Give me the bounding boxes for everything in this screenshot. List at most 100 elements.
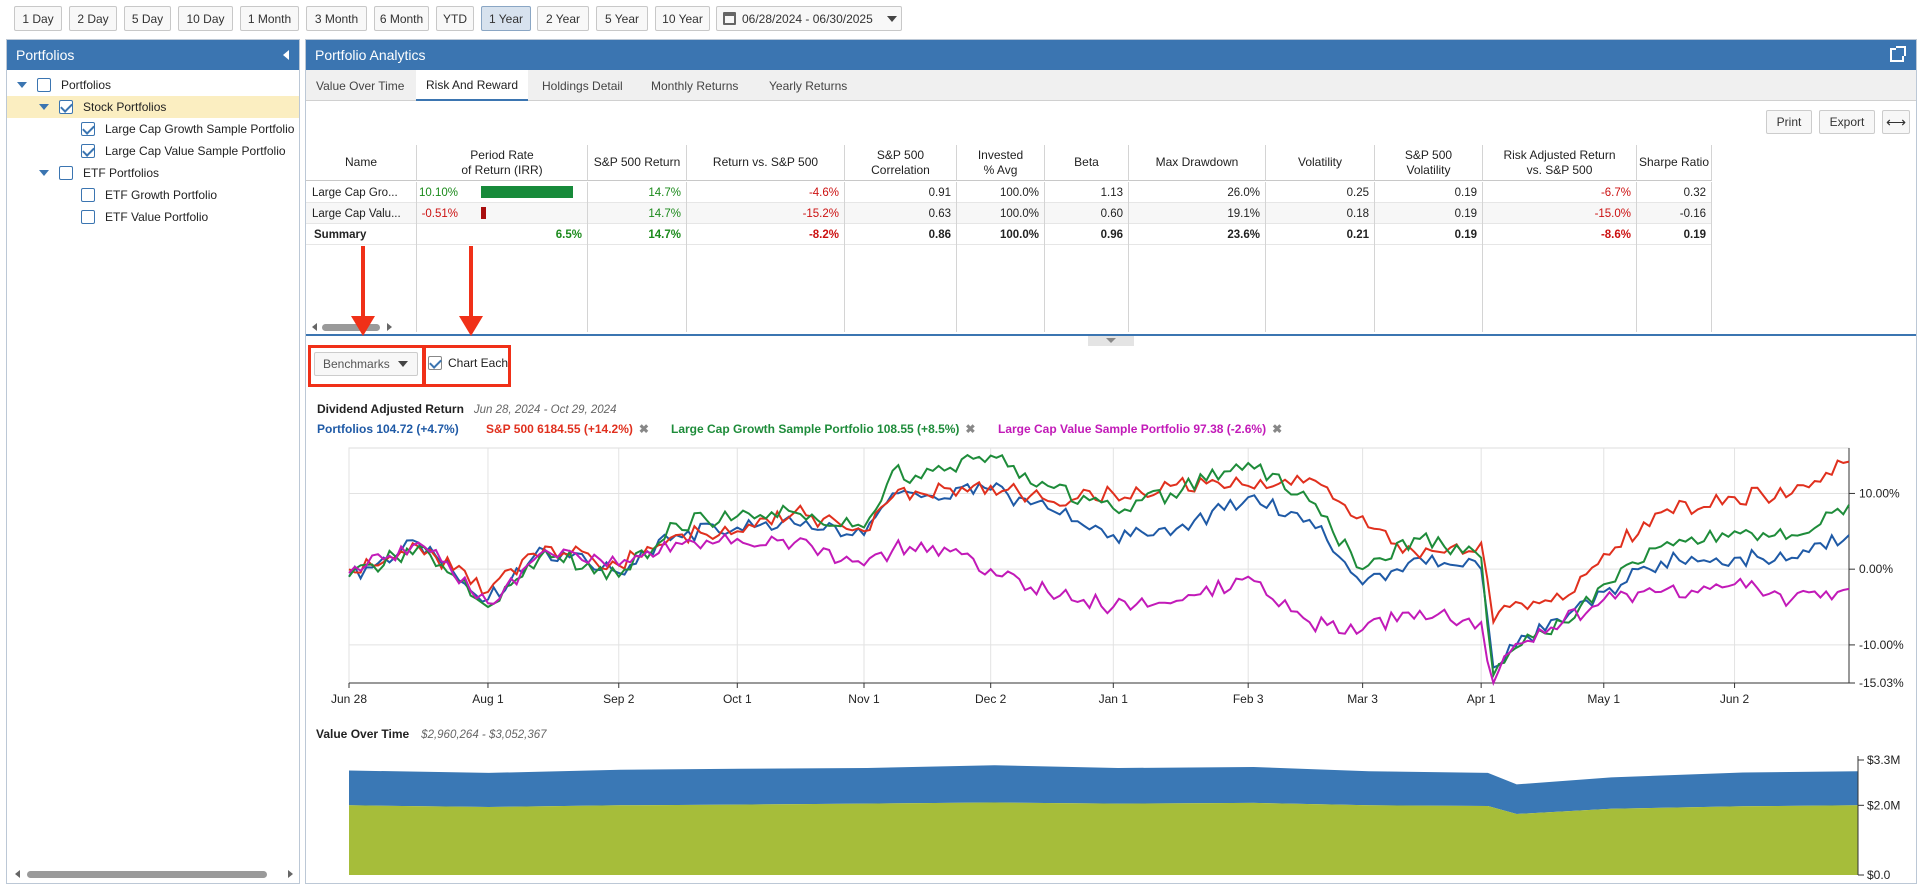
tree-node[interactable]: Stock Portfolios xyxy=(7,96,299,118)
table-row[interactable] xyxy=(306,203,1712,224)
x-tick-label: Oct 1 xyxy=(723,692,752,706)
tree-checkbox[interactable] xyxy=(81,144,95,158)
table-cell-beta: 1.13 xyxy=(1100,186,1123,199)
tree-checkbox[interactable] xyxy=(81,210,95,224)
tree-node[interactable]: ETF Growth Portfolio xyxy=(7,184,299,206)
remove-series-icon[interactable]: ✖ xyxy=(965,422,976,436)
remove-series-icon[interactable]: ✖ xyxy=(638,422,649,436)
column-header-label: Name xyxy=(344,155,377,169)
summary-row[interactable] xyxy=(306,224,1712,245)
expand-toggle-icon[interactable] xyxy=(39,170,49,176)
splitter-handle[interactable] xyxy=(1088,336,1134,346)
table-cell-vs-sp: -4.6% xyxy=(808,186,839,199)
table-cell-irr: 6.5% xyxy=(555,228,582,241)
x-tick-label: Nov 1 xyxy=(848,692,880,706)
return-chart-header: Dividend Adjusted Return Jun 28, 2024 - … xyxy=(317,402,616,416)
column-header[interactable]: Invested % Avg xyxy=(957,145,1045,181)
scroll-thumb[interactable] xyxy=(27,871,267,878)
popout-icon[interactable] xyxy=(1890,46,1906,62)
tree-scrollbar[interactable] xyxy=(15,869,293,879)
tree-checkbox[interactable] xyxy=(81,188,95,202)
range-button[interactable]: 1 Year xyxy=(481,6,531,31)
tree-checkbox[interactable] xyxy=(59,166,73,180)
pane-splitter[interactable] xyxy=(306,334,1916,336)
chart-each-checkbox[interactable] xyxy=(428,356,442,370)
remove-series-icon[interactable]: ✖ xyxy=(1272,422,1283,436)
range-button[interactable]: 10 Day xyxy=(178,6,233,31)
tab-monthly-returns[interactable]: Monthly Returns xyxy=(651,78,739,93)
table-cell-name: Large Cap Gro... xyxy=(312,186,398,199)
export-button[interactable]: Export xyxy=(1819,110,1875,134)
legend-item[interactable]: S&P 500 6184.55 (+14.2%) ✖ xyxy=(486,422,649,436)
column-header[interactable]: Return vs. S&P 500 xyxy=(687,145,845,181)
value-chart-range: $2,960,264 - $3,052,367 xyxy=(421,729,547,741)
column-header-label: Max Drawdown xyxy=(1155,155,1239,169)
table-cell-vs-sp: -15.2% xyxy=(802,207,839,220)
column-header-label: Sharpe Ratio xyxy=(1638,155,1710,169)
table-scroll-left-icon[interactable] xyxy=(312,323,317,331)
column-header[interactable]: S&P 500 Correlation xyxy=(845,145,957,181)
table-cell-invested: 100.0% xyxy=(999,207,1039,220)
tree-node-label: ETF Growth Portfolio xyxy=(105,188,218,202)
tree-node[interactable]: ETF Portfolios xyxy=(7,162,299,184)
column-header[interactable]: S&P 500 Volatility xyxy=(1375,145,1483,181)
column-header[interactable]: Beta xyxy=(1045,145,1129,181)
tree-node[interactable]: Portfolios xyxy=(7,74,299,96)
tab-yearly-returns[interactable]: Yearly Returns xyxy=(769,78,848,93)
expand-toggle-icon[interactable] xyxy=(39,104,49,110)
range-button[interactable]: 6 Month xyxy=(374,6,429,31)
column-header[interactable]: Sharpe Ratio xyxy=(1637,145,1712,181)
column-header[interactable]: Volatility xyxy=(1266,145,1375,181)
range-button[interactable]: 5 Year xyxy=(596,6,648,31)
area-series xyxy=(349,802,1858,875)
tab-holdings-detail[interactable]: Holdings Detail xyxy=(542,78,623,93)
tree-checkbox[interactable] xyxy=(37,78,51,92)
resize-columns-icon[interactable]: ⟷ xyxy=(1882,110,1910,134)
range-button[interactable]: 1 Day xyxy=(14,6,62,31)
date-range-picker[interactable]: 06/28/2024 - 06/30/2025 xyxy=(716,6,902,31)
scroll-right-icon[interactable] xyxy=(288,870,293,878)
tree-node[interactable]: Large Cap Growth Sample Portfolio xyxy=(7,118,299,140)
range-button[interactable]: 2 Year xyxy=(537,6,589,31)
column-header-label: Risk Adjusted Return vs. S&P 500 xyxy=(1503,147,1616,177)
range-button[interactable]: 2 Day xyxy=(69,6,117,31)
tab-risk-and-reward[interactable]: Risk And Reward xyxy=(416,70,529,101)
column-header[interactable]: Max Drawdown xyxy=(1129,145,1266,181)
legend-label: S&P 500 6184.55 (+14.2%) xyxy=(486,422,633,436)
column-header[interactable]: Period Rate of Return (IRR) xyxy=(417,145,588,181)
tree-node-label: Large Cap Growth Sample Portfolio xyxy=(105,122,295,136)
range-button[interactable]: 1 Month xyxy=(240,6,299,31)
range-button[interactable]: 5 Day xyxy=(124,6,171,31)
legend-item[interactable]: Large Cap Value Sample Portfolio 97.38 (… xyxy=(998,422,1282,436)
table-scroll-right-icon[interactable] xyxy=(387,323,392,331)
column-header[interactable]: Risk Adjusted Return vs. S&P 500 xyxy=(1483,145,1637,181)
tree-checkbox[interactable] xyxy=(59,100,73,114)
legend-item[interactable]: Portfolios 104.72 (+4.7%) xyxy=(317,422,459,436)
table-cell-drawdown: 26.0% xyxy=(1227,186,1260,199)
table-cell-corr: 0.91 xyxy=(928,186,951,199)
table-cell-sp-return: 14.7% xyxy=(648,186,681,199)
range-button[interactable]: 3 Month xyxy=(306,6,367,31)
range-button[interactable]: 10 Year xyxy=(655,6,710,31)
tree-checkbox[interactable] xyxy=(81,122,95,136)
expand-toggle-icon[interactable] xyxy=(17,82,27,88)
collapse-panel-icon[interactable] xyxy=(283,50,289,60)
legend-item[interactable]: Large Cap Growth Sample Portfolio 108.55… xyxy=(671,422,975,436)
calendar-icon xyxy=(723,12,736,25)
annotation-arrow-shaft xyxy=(469,246,473,318)
column-header[interactable]: Name xyxy=(306,145,417,181)
chart-each-toggle[interactable]: Chart Each xyxy=(428,356,508,370)
table-cell-sp-return: 14.7% xyxy=(648,228,681,241)
column-header[interactable]: S&P 500 Return xyxy=(588,145,687,181)
tab-value-over-time[interactable]: Value Over Time xyxy=(316,78,405,93)
table-cell-beta: 0.60 xyxy=(1100,207,1123,220)
table-row[interactable] xyxy=(306,182,1712,203)
irr-bar xyxy=(481,207,486,219)
area-series xyxy=(349,765,1858,814)
benchmarks-dropdown[interactable]: Benchmarks xyxy=(314,352,418,376)
tree-node[interactable]: Large Cap Value Sample Portfolio xyxy=(7,140,299,162)
tree-node[interactable]: ETF Value Portfolio xyxy=(7,206,299,228)
print-button[interactable]: Print xyxy=(1766,110,1812,134)
scroll-left-icon[interactable] xyxy=(15,870,20,878)
range-button[interactable]: YTD xyxy=(436,6,474,31)
